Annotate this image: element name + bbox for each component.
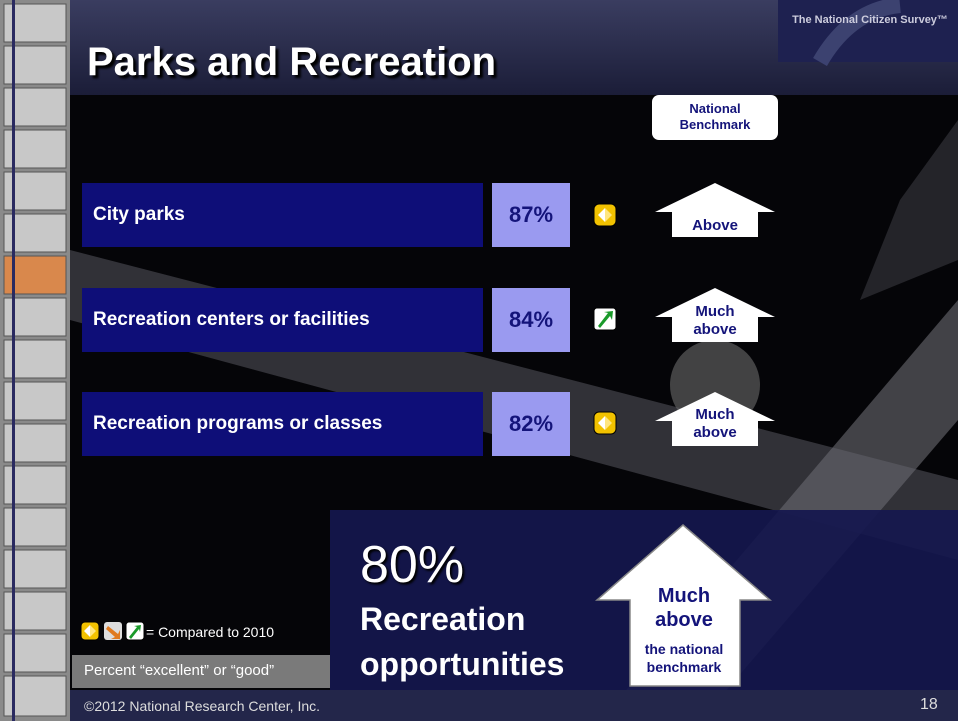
row-label: Recreation programs or classes xyxy=(82,392,483,456)
row-benchmark: Above xyxy=(692,217,738,234)
row-benchmark: Much above xyxy=(693,303,737,338)
page-number: 18 xyxy=(920,696,938,713)
legend: = Compared to 2010 xyxy=(146,624,275,640)
note: Percent “excellent” or “good” xyxy=(84,662,275,679)
summary-label: Recreation opportunities xyxy=(360,601,565,682)
benchmark-arrows xyxy=(594,183,775,687)
summary-benchmark-note: the national benchmark xyxy=(644,641,724,675)
row-percent: 84% xyxy=(492,288,570,352)
row-benchmark: Much above xyxy=(693,406,737,441)
summary-benchmark: Much above xyxy=(655,585,713,631)
logo: The National Citizen Survey™ xyxy=(792,14,948,26)
copyright: ©2012 National Research Center, Inc. xyxy=(84,698,321,714)
title: Parks and Recreation xyxy=(87,40,497,84)
row-label: Recreation centers or facilities xyxy=(82,288,483,352)
row-label: City parks xyxy=(82,183,483,247)
trend-icons xyxy=(80,203,617,641)
row-percent: 82% xyxy=(492,392,570,456)
row-percent: 87% xyxy=(492,183,570,247)
benchmark-header: National Benchmark xyxy=(679,101,751,132)
summary-percent: 80% xyxy=(360,536,465,594)
